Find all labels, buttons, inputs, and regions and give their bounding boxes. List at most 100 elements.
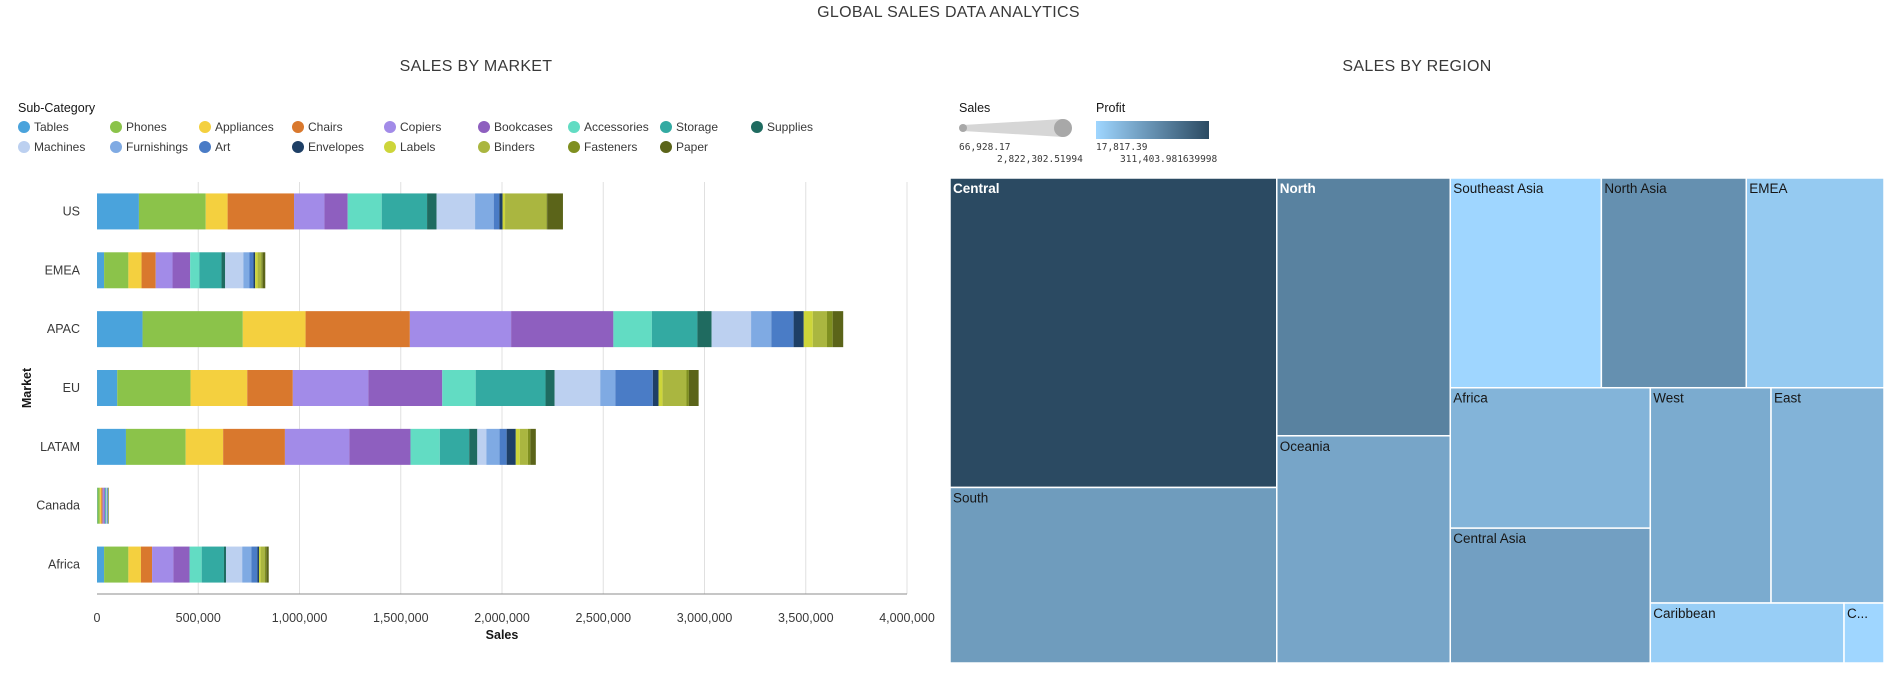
bar-segment-apac-furnishings[interactable]	[751, 311, 772, 348]
legend-item-furnishings[interactable]: Furnishings	[110, 140, 188, 154]
bar-segment-africa-furnishings[interactable]	[242, 546, 252, 583]
bar-segment-africa-accessories[interactable]	[189, 546, 202, 583]
bar-segment-latam-phones[interactable]	[125, 428, 186, 465]
legend-item-envelopes[interactable]: Envelopes	[292, 140, 364, 154]
bar-segment-emea-copiers[interactable]	[155, 252, 173, 289]
bar-segment-emea-binders[interactable]	[257, 252, 262, 289]
bar-segment-emea-labels[interactable]	[255, 252, 258, 289]
treemap-tile-africa[interactable]	[1449, 386, 1652, 529]
bar-segment-canada-machines[interactable]	[106, 487, 107, 524]
bar-segment-emea-phones[interactable]	[104, 252, 129, 289]
bar-segment-emea-accessories[interactable]	[190, 252, 200, 289]
legend-item-chairs[interactable]: Chairs	[292, 120, 343, 134]
bar-segment-latam-machines[interactable]	[477, 428, 487, 465]
bar-segment-eu-tables[interactable]	[97, 370, 118, 406]
bar-segment-us-phones[interactable]	[138, 193, 206, 230]
bar-segment-apac-accessories[interactable]	[613, 311, 652, 348]
bar-segment-eu-envelopes[interactable]	[652, 370, 659, 406]
bar-segment-latam-fasteners[interactable]	[527, 428, 531, 465]
bar-segment-apac-fasteners[interactable]	[827, 311, 833, 348]
bar-segment-us-paper[interactable]	[547, 193, 563, 230]
bar-segment-eu-supplies[interactable]	[545, 370, 555, 406]
bar-segment-africa-labels[interactable]	[259, 546, 261, 583]
bar-segment-canada-storage[interactable]	[105, 487, 107, 524]
bar-segment-apac-chairs[interactable]	[305, 311, 410, 348]
bar-segment-latam-supplies[interactable]	[469, 428, 478, 465]
bar-segment-eu-copiers[interactable]	[292, 370, 369, 406]
bar-segment-us-storage[interactable]	[381, 193, 428, 230]
bar-segment-africa-chairs[interactable]	[140, 546, 153, 583]
bar-segment-canada-chairs[interactable]	[101, 487, 103, 524]
bar-segment-africa-fasteners[interactable]	[264, 546, 267, 583]
bar-segment-apac-copiers[interactable]	[409, 311, 512, 348]
bar-segment-africa-machines[interactable]	[225, 546, 243, 583]
bar-segment-emea-chairs[interactable]	[141, 252, 156, 289]
bar-segment-us-binders[interactable]	[505, 193, 547, 230]
bar-segment-latam-appliances[interactable]	[185, 428, 224, 465]
bar-segment-eu-paper[interactable]	[688, 370, 699, 406]
bar-segment-africa-supplies[interactable]	[223, 546, 226, 583]
bar-segment-eu-furnishings[interactable]	[600, 370, 616, 406]
legend-item-art[interactable]: Art	[199, 140, 230, 154]
legend-item-appliances[interactable]: Appliances	[199, 120, 274, 134]
legend-item-storage[interactable]: Storage	[660, 120, 718, 134]
legend-item-supplies[interactable]: Supplies	[751, 120, 813, 134]
bar-segment-emea-tables[interactable]	[97, 252, 105, 289]
treemap-tile-oceania[interactable]	[1276, 435, 1452, 663]
treemap-tile-west[interactable]	[1649, 386, 1772, 604]
bar-segment-africa-copiers[interactable]	[152, 546, 174, 583]
bar-segment-eu-fasteners[interactable]	[686, 370, 689, 406]
bar-segment-emea-paper[interactable]	[262, 252, 266, 289]
bar-segment-africa-paper[interactable]	[266, 546, 269, 583]
treemap-tile-north[interactable]	[1276, 178, 1452, 437]
bar-segment-emea-machines[interactable]	[225, 252, 244, 289]
bar-segment-latam-envelopes[interactable]	[506, 428, 516, 465]
bar-segment-latam-storage[interactable]	[439, 428, 470, 465]
bar-segment-africa-appliances[interactable]	[128, 546, 141, 583]
bar-segment-latam-tables[interactable]	[97, 428, 126, 465]
treemap-tile-emea[interactable]	[1745, 178, 1884, 389]
legend-item-fasteners[interactable]: Fasteners	[568, 140, 637, 154]
bar-segment-latam-bookcases[interactable]	[349, 428, 411, 465]
bar-segment-us-chairs[interactable]	[227, 193, 295, 230]
bar-segment-us-fasteners[interactable]	[546, 193, 548, 230]
bar-segment-emea-fasteners[interactable]	[261, 252, 263, 289]
bar-segment-canada-bookcases[interactable]	[103, 487, 105, 524]
bar-segment-africa-tables[interactable]	[97, 546, 105, 583]
legend-item-copiers[interactable]: Copiers	[384, 120, 441, 134]
bar-segment-eu-bookcases[interactable]	[368, 370, 443, 406]
bar-segment-apac-art[interactable]	[771, 311, 794, 348]
bar-segment-us-labels[interactable]	[502, 193, 506, 230]
bar-segment-africa-envelopes[interactable]	[257, 546, 259, 583]
bar-segment-latam-accessories[interactable]	[410, 428, 440, 465]
bar-segment-apac-storage[interactable]	[651, 311, 698, 348]
bar-segment-canada-copiers[interactable]	[102, 487, 104, 524]
bar-segment-apac-supplies[interactable]	[697, 311, 712, 348]
bar-segment-canada-art[interactable]	[107, 487, 108, 524]
bar-segment-apac-phones[interactable]	[142, 311, 243, 348]
bar-segment-latam-binders[interactable]	[519, 428, 528, 465]
bar-segment-apac-binders[interactable]	[812, 311, 828, 348]
bar-segment-latam-art[interactable]	[499, 428, 507, 465]
bar-segment-apac-labels[interactable]	[803, 311, 813, 348]
bar-segment-emea-appliances[interactable]	[128, 252, 142, 289]
treemap-tile-south[interactable]	[950, 486, 1278, 663]
bar-segment-eu-labels[interactable]	[658, 370, 663, 406]
bar-segment-apac-tables[interactable]	[97, 311, 143, 348]
bar-segment-apac-envelopes[interactable]	[793, 311, 804, 348]
bar-segment-emea-furnishings[interactable]	[243, 252, 250, 289]
bar-segment-apac-bookcases[interactable]	[511, 311, 614, 348]
bar-segment-apac-appliances[interactable]	[242, 311, 306, 348]
bar-segment-us-art[interactable]	[493, 193, 500, 230]
bar-segment-us-machines[interactable]	[436, 193, 476, 230]
bar-segment-us-supplies[interactable]	[427, 193, 437, 230]
legend-item-phones[interactable]: Phones	[110, 120, 167, 134]
bar-segment-us-appliances[interactable]	[205, 193, 228, 230]
treemap-tile-c-[interactable]	[1843, 602, 1884, 663]
treemap-tile-east[interactable]	[1770, 386, 1884, 604]
bar-segment-eu-machines[interactable]	[554, 370, 601, 406]
bar-segment-africa-storage[interactable]	[201, 546, 224, 583]
treemap-tile-north-asia[interactable]	[1600, 178, 1748, 389]
bar-segment-us-accessories[interactable]	[347, 193, 382, 230]
bar-segment-us-tables[interactable]	[97, 193, 139, 230]
